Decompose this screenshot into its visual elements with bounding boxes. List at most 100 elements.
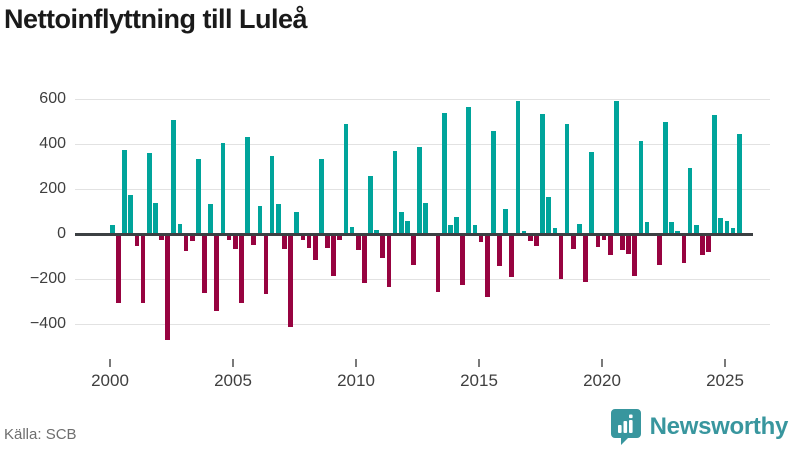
bar	[294, 211, 300, 234]
bar	[448, 225, 453, 234]
bar	[521, 230, 527, 234]
bar	[386, 235, 392, 288]
bar	[693, 225, 699, 234]
chart-title: Nettoinflyttning till Luleå	[4, 4, 307, 34]
bar	[620, 235, 625, 251]
bar	[466, 106, 472, 234]
bar	[730, 228, 736, 234]
x-tick-label: 2000	[91, 371, 129, 390]
bar	[509, 235, 515, 278]
bar	[263, 235, 269, 294]
bar	[638, 140, 644, 234]
bar	[226, 235, 232, 240]
bar	[700, 235, 705, 255]
bar	[343, 123, 349, 234]
bar	[681, 235, 687, 263]
bar	[214, 235, 220, 311]
x-tick-label: 2010	[337, 371, 375, 390]
brand-name: Newsworthy	[649, 413, 789, 440]
bar	[454, 217, 459, 234]
y-tick-label: 200	[39, 180, 66, 197]
bar	[687, 167, 693, 234]
bar	[712, 114, 717, 234]
gridline	[75, 189, 770, 190]
bar	[380, 235, 386, 258]
x-tick-mark	[724, 359, 726, 367]
bar	[189, 235, 195, 242]
bar	[546, 196, 552, 234]
y-tick-label: −200	[29, 270, 66, 287]
bar	[564, 123, 570, 234]
source-label: Källa: SCB	[4, 426, 77, 443]
bar	[607, 235, 613, 255]
bar	[171, 120, 177, 234]
bar	[306, 235, 312, 248]
bar	[398, 211, 404, 234]
x-tick-label: 2005	[214, 371, 252, 390]
bar	[527, 235, 533, 242]
bar	[478, 235, 484, 243]
bar	[128, 194, 134, 234]
bar	[122, 149, 127, 234]
bar	[540, 113, 545, 234]
bar	[515, 101, 521, 234]
bar	[589, 151, 595, 234]
bar	[595, 235, 601, 247]
bar	[736, 133, 742, 234]
x-tick-mark	[109, 359, 111, 367]
newsworthy-logo[interactable]: Newsworthy	[610, 408, 788, 446]
bar	[613, 101, 619, 234]
x-tick-mark	[355, 359, 357, 367]
x-axis-line	[75, 232, 753, 236]
bar	[140, 235, 146, 303]
bar	[626, 235, 631, 254]
bar	[275, 203, 281, 234]
bar	[116, 235, 121, 303]
bar	[368, 175, 373, 234]
bar	[374, 229, 379, 234]
bar	[675, 230, 681, 234]
bar	[601, 235, 607, 240]
bar	[435, 235, 441, 292]
bar	[417, 147, 422, 234]
bar	[484, 235, 490, 298]
bar	[552, 228, 558, 234]
bar	[159, 235, 164, 240]
bar	[583, 235, 588, 282]
bar	[165, 235, 170, 341]
bar	[558, 235, 564, 280]
x-tick-mark	[601, 359, 603, 367]
bar	[423, 202, 429, 234]
bar	[460, 235, 465, 285]
bar	[183, 235, 189, 252]
bar	[208, 203, 214, 234]
bar	[325, 235, 330, 248]
y-tick-label: 400	[39, 135, 66, 152]
x-tick-mark	[232, 359, 234, 367]
bar	[392, 150, 398, 234]
bar	[251, 235, 257, 245]
bar	[534, 235, 539, 246]
x-tick-label: 2020	[583, 371, 621, 390]
bar	[153, 202, 158, 234]
bar	[282, 235, 287, 249]
bar	[656, 235, 662, 265]
bar	[220, 142, 226, 234]
bar	[669, 221, 674, 234]
bar	[312, 235, 318, 261]
bar	[177, 223, 183, 234]
bar	[411, 235, 416, 265]
bar	[644, 221, 650, 234]
bar	[232, 235, 238, 249]
gridline	[75, 99, 770, 100]
bar	[146, 153, 152, 234]
bar	[349, 227, 355, 234]
bar	[239, 235, 244, 303]
bar	[570, 235, 576, 249]
bar	[361, 235, 367, 283]
gridline	[75, 324, 770, 325]
bar	[577, 223, 582, 234]
bar	[724, 220, 730, 234]
bar	[269, 156, 275, 234]
